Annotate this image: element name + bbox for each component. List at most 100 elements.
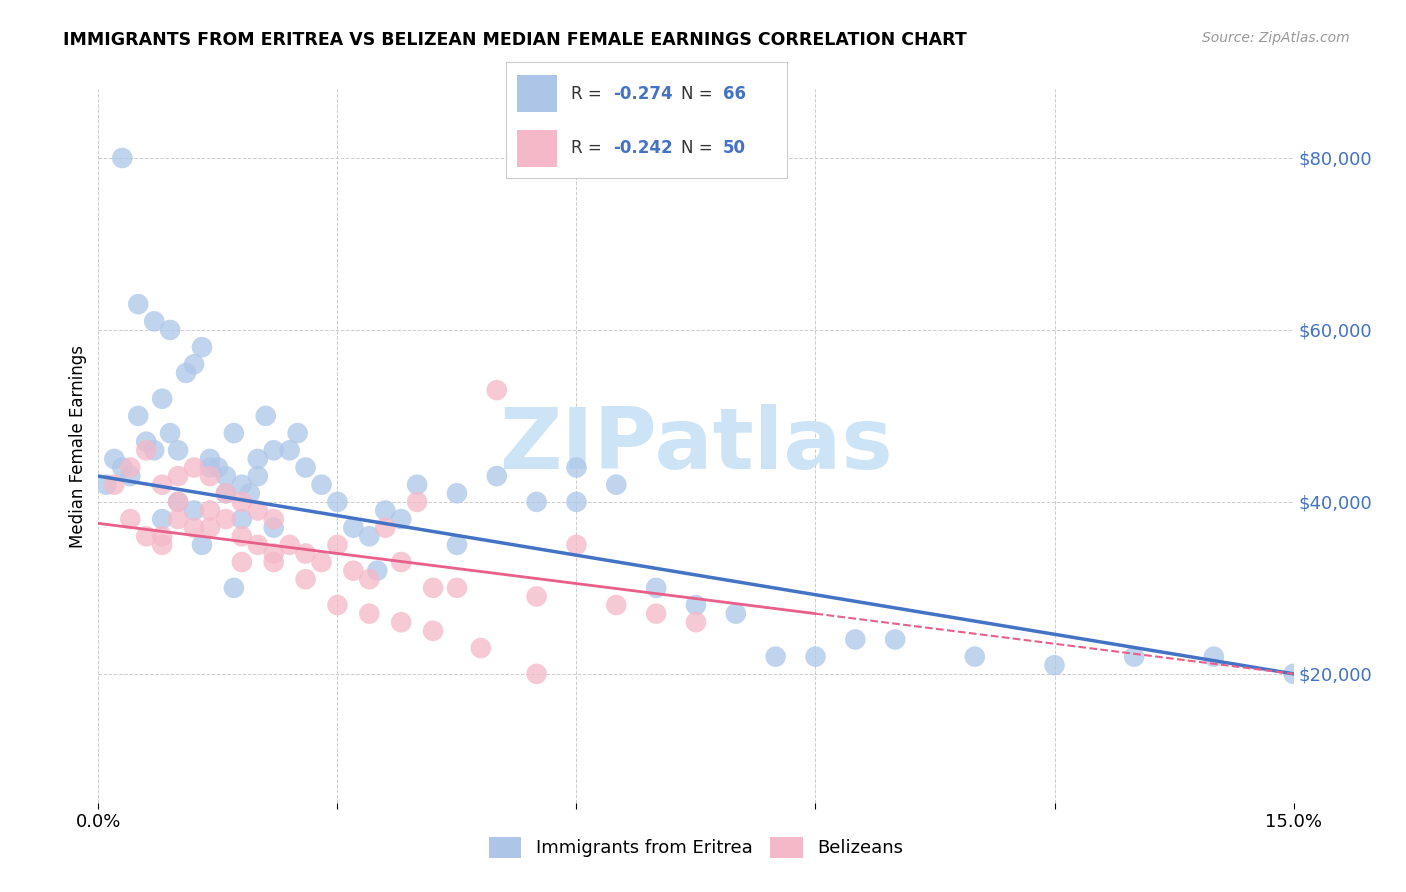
Point [446, 581, 468, 595]
Text: -0.242: -0.242 [613, 139, 672, 157]
Point [135, 443, 157, 458]
Point [406, 495, 429, 509]
Point [143, 443, 166, 458]
Point [127, 297, 149, 311]
Point [311, 555, 333, 569]
Text: R =: R = [571, 85, 607, 103]
Point [278, 443, 301, 458]
Point [159, 323, 181, 337]
Text: IMMIGRANTS FROM ERITREA VS BELIZEAN MEDIAN FEMALE EARNINGS CORRELATION CHART: IMMIGRANTS FROM ERITREA VS BELIZEAN MEDI… [63, 31, 967, 49]
Point [239, 486, 262, 500]
Point [198, 460, 221, 475]
Point [470, 641, 492, 656]
Point [198, 521, 221, 535]
Point [103, 477, 125, 491]
Text: ZIPatlas: ZIPatlas [499, 404, 893, 488]
Point [174, 366, 197, 380]
Point [342, 521, 364, 535]
Point [326, 495, 349, 509]
Point [231, 477, 253, 491]
Point [207, 460, 229, 475]
Point [167, 443, 190, 458]
Point [645, 581, 668, 595]
Point [804, 649, 827, 664]
Point [1202, 649, 1225, 664]
Point [884, 632, 907, 647]
FancyBboxPatch shape [517, 129, 557, 167]
Point [526, 666, 548, 681]
Point [191, 538, 214, 552]
Point [963, 649, 986, 664]
Point [359, 607, 381, 621]
Point [167, 469, 190, 483]
Point [294, 546, 316, 560]
Point [359, 572, 381, 586]
Point [231, 512, 253, 526]
Point [246, 503, 269, 517]
Point [127, 409, 149, 423]
Point [526, 495, 548, 509]
Point [765, 649, 787, 664]
Point [150, 538, 173, 552]
Point [231, 529, 253, 543]
Point [605, 477, 627, 491]
Point [526, 590, 548, 604]
Point [263, 443, 285, 458]
Point [389, 615, 412, 630]
Point [605, 598, 627, 612]
Point [844, 632, 866, 647]
Legend: Immigrants from Eritrea, Belizeans: Immigrants from Eritrea, Belizeans [481, 830, 911, 865]
Point [198, 469, 221, 483]
Point [254, 409, 277, 423]
Point [389, 512, 412, 526]
Point [374, 503, 396, 517]
Text: N =: N = [681, 85, 717, 103]
Text: Source: ZipAtlas.com: Source: ZipAtlas.com [1202, 31, 1350, 45]
Point [103, 451, 125, 466]
Point [150, 392, 173, 406]
Point [167, 512, 190, 526]
Point [287, 426, 309, 441]
Text: -0.274: -0.274 [613, 85, 672, 103]
Point [406, 477, 429, 491]
Point [1043, 658, 1066, 673]
Point [263, 555, 285, 569]
Point [150, 512, 173, 526]
Point [685, 598, 707, 612]
Point [326, 538, 349, 552]
Point [215, 512, 238, 526]
Point [183, 357, 205, 371]
Point [167, 495, 190, 509]
Point [120, 469, 142, 483]
Point [565, 538, 588, 552]
Point [389, 555, 412, 569]
Point [183, 503, 205, 517]
Point [246, 451, 269, 466]
Point [215, 469, 238, 483]
Point [246, 538, 269, 552]
Point [183, 521, 205, 535]
Point [183, 460, 205, 475]
Point [191, 340, 214, 354]
Point [422, 581, 444, 595]
Point [1282, 666, 1305, 681]
Point [311, 477, 333, 491]
Point [565, 460, 588, 475]
Point [120, 512, 142, 526]
Point [263, 546, 285, 560]
Point [294, 460, 316, 475]
Point [685, 615, 707, 630]
Point [246, 469, 269, 483]
Point [422, 624, 444, 638]
FancyBboxPatch shape [517, 75, 557, 112]
Point [198, 451, 221, 466]
Point [167, 495, 190, 509]
Point [198, 503, 221, 517]
Point [359, 529, 381, 543]
Point [135, 434, 157, 449]
Point [143, 314, 166, 328]
Point [446, 538, 468, 552]
Point [342, 564, 364, 578]
Point [150, 529, 173, 543]
Point [215, 486, 238, 500]
